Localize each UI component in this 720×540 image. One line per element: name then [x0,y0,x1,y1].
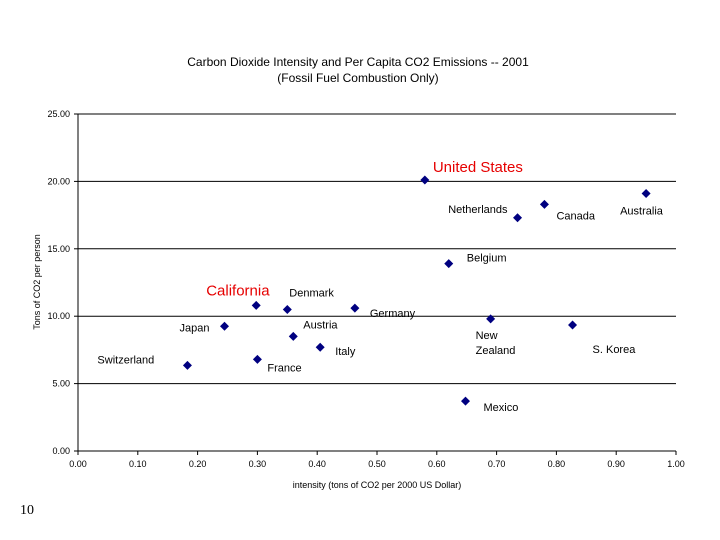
x-axis-title: intensity (tons of CO2 per 2000 US Dolla… [293,480,462,490]
label-japan: Japan [180,322,210,334]
chart-subtitle: (Fossil Fuel Combustion Only) [277,71,438,85]
point-canada [539,199,549,209]
point-australia [641,189,651,199]
point-belgium [444,259,454,269]
y-tick-label: 5.00 [52,379,70,389]
x-tick-label: 0.50 [368,459,386,469]
x-tick-label: 0.10 [129,459,147,469]
label-denmark: Denmark [289,287,334,299]
label-netherlands: Netherlands [448,204,508,216]
x-tick-label: 0.80 [548,459,566,469]
label-italy: Italy [335,346,356,358]
point-labels: United States Netherlands Canada Australia B… [97,159,663,414]
label-switzerland: Switzerland [97,354,154,366]
label-germany: Germany [370,308,416,320]
x-tick-label: 0.90 [607,459,625,469]
point-germany [350,303,360,313]
x-tick-label: 0.40 [308,459,326,469]
label-s-korea: S. Korea [593,344,637,356]
point-california [251,300,261,310]
label-california: California [206,282,270,299]
y-tick-label: 20.00 [47,176,70,186]
label-canada: Canada [556,210,595,222]
y-tick-label: 15.00 [47,244,70,254]
chart-title: Carbon Dioxide Intensity and Per Capita … [187,55,529,69]
point-s-korea [568,320,578,330]
label-united-states: United States [433,159,523,176]
y-tick-label: 10.00 [47,311,70,321]
axes [74,113,677,455]
y-tick-label: 25.00 [47,109,70,119]
x-tick-label: 0.30 [249,459,267,469]
label-belgium: Belgium [467,253,507,265]
gridlines [78,113,676,385]
x-tick-label: 0.20 [189,459,207,469]
point-netherlands [513,213,523,223]
point-france [252,354,262,364]
point-italy [315,342,325,352]
point-new-zealand [486,314,496,324]
label-australia: Australia [620,206,664,218]
x-tick-label: 1.00 [667,459,685,469]
label-new-zealand: New Zealand [476,330,516,357]
label-austria: Austria [303,319,338,331]
point-switzerland [182,360,192,370]
data-points [182,175,651,406]
x-tick-label: 0.60 [428,459,446,469]
point-mexico [461,396,471,406]
label-france: France [267,362,301,374]
point-united-states [420,175,430,185]
tick-labels: 0.00 5.00 10.00 15.00 20.00 25.00 0.00 0.10 0.20… [47,109,684,469]
x-tick-label: 0.70 [488,459,506,469]
point-japan [220,321,230,331]
label-mexico: Mexico [484,402,519,414]
y-axis-title: Tons of CO2 per person [32,234,42,330]
point-austria [288,331,298,341]
point-denmark [282,304,292,314]
y-tick-label: 0.00 [52,446,70,456]
slide-number: 10 [20,503,34,518]
x-tick-label: 0.00 [69,459,87,469]
